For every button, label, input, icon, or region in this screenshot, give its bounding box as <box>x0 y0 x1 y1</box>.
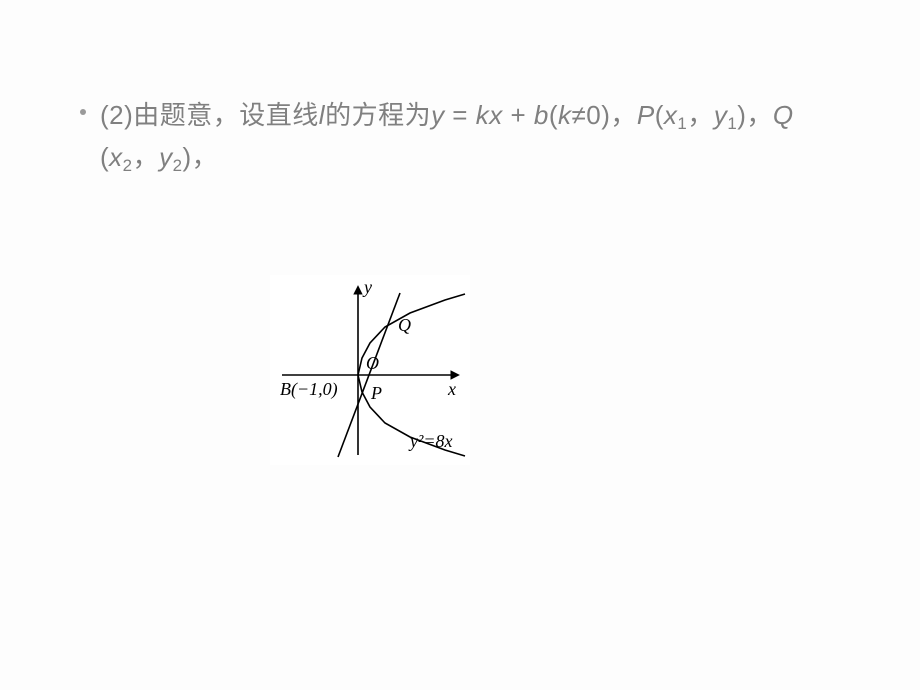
x1-sub: 1 <box>677 114 687 133</box>
svg-text:y: y <box>362 277 372 297</box>
eq-b: b <box>534 100 549 130</box>
P-close: )， <box>737 100 773 130</box>
eq-cond-open: ( <box>549 100 558 130</box>
comma2: ， <box>133 142 160 172</box>
svg-text:Q: Q <box>398 315 411 335</box>
P-open: ( <box>655 100 664 130</box>
eq-plus: + <box>503 100 534 130</box>
y2-sub: 2 <box>173 156 183 175</box>
Q-open: ( <box>100 142 109 172</box>
problem-text: (2)由题意，设直线l的方程为y = kx + b(k≠0)，P(x1，y1)，… <box>100 95 794 180</box>
figure-svg: Oy x B(−1,0) P Qy²=8x <box>270 275 470 465</box>
svg-text:O: O <box>366 353 379 373</box>
eq-neq: ≠0)， <box>572 100 637 130</box>
y2: y <box>159 142 173 172</box>
point-P: P <box>637 100 655 130</box>
svg-text:x: x <box>447 379 456 399</box>
eq-eq: = <box>445 100 476 130</box>
bullet-row: (2)由题意，设直线l的方程为y = kx + b(k≠0)，P(x1，y1)，… <box>80 95 860 180</box>
Q-close: )， <box>183 142 219 172</box>
y1: y <box>714 100 728 130</box>
x1: x <box>664 100 678 130</box>
eq-y: y <box>431 100 445 130</box>
bullet-dot <box>80 109 86 115</box>
eq-x: x <box>489 100 503 130</box>
y1-sub: 1 <box>727 114 737 133</box>
x2: x <box>109 142 123 172</box>
parabola-figure: Oy x B(−1,0) P Qy²=8x <box>270 275 470 465</box>
svg-text:y²=8x: y²=8x <box>408 431 453 451</box>
comma1: ， <box>687 100 714 130</box>
text-prefix: (2)由题意，设直线 <box>100 100 319 130</box>
svg-text:P: P <box>370 383 382 403</box>
eq-k: k <box>476 100 490 130</box>
text-mid1: 的方程为 <box>325 100 431 130</box>
content-block: (2)由题意，设直线l的方程为y = kx + b(k≠0)，P(x1，y1)，… <box>80 95 860 180</box>
svg-text:B(−1,0): B(−1,0) <box>280 379 338 400</box>
point-Q: Q <box>773 100 794 130</box>
eq-kneq: k <box>558 100 572 130</box>
x2-sub: 2 <box>123 156 133 175</box>
slide: (2)由题意，设直线l的方程为y = kx + b(k≠0)，P(x1，y1)，… <box>0 0 920 690</box>
